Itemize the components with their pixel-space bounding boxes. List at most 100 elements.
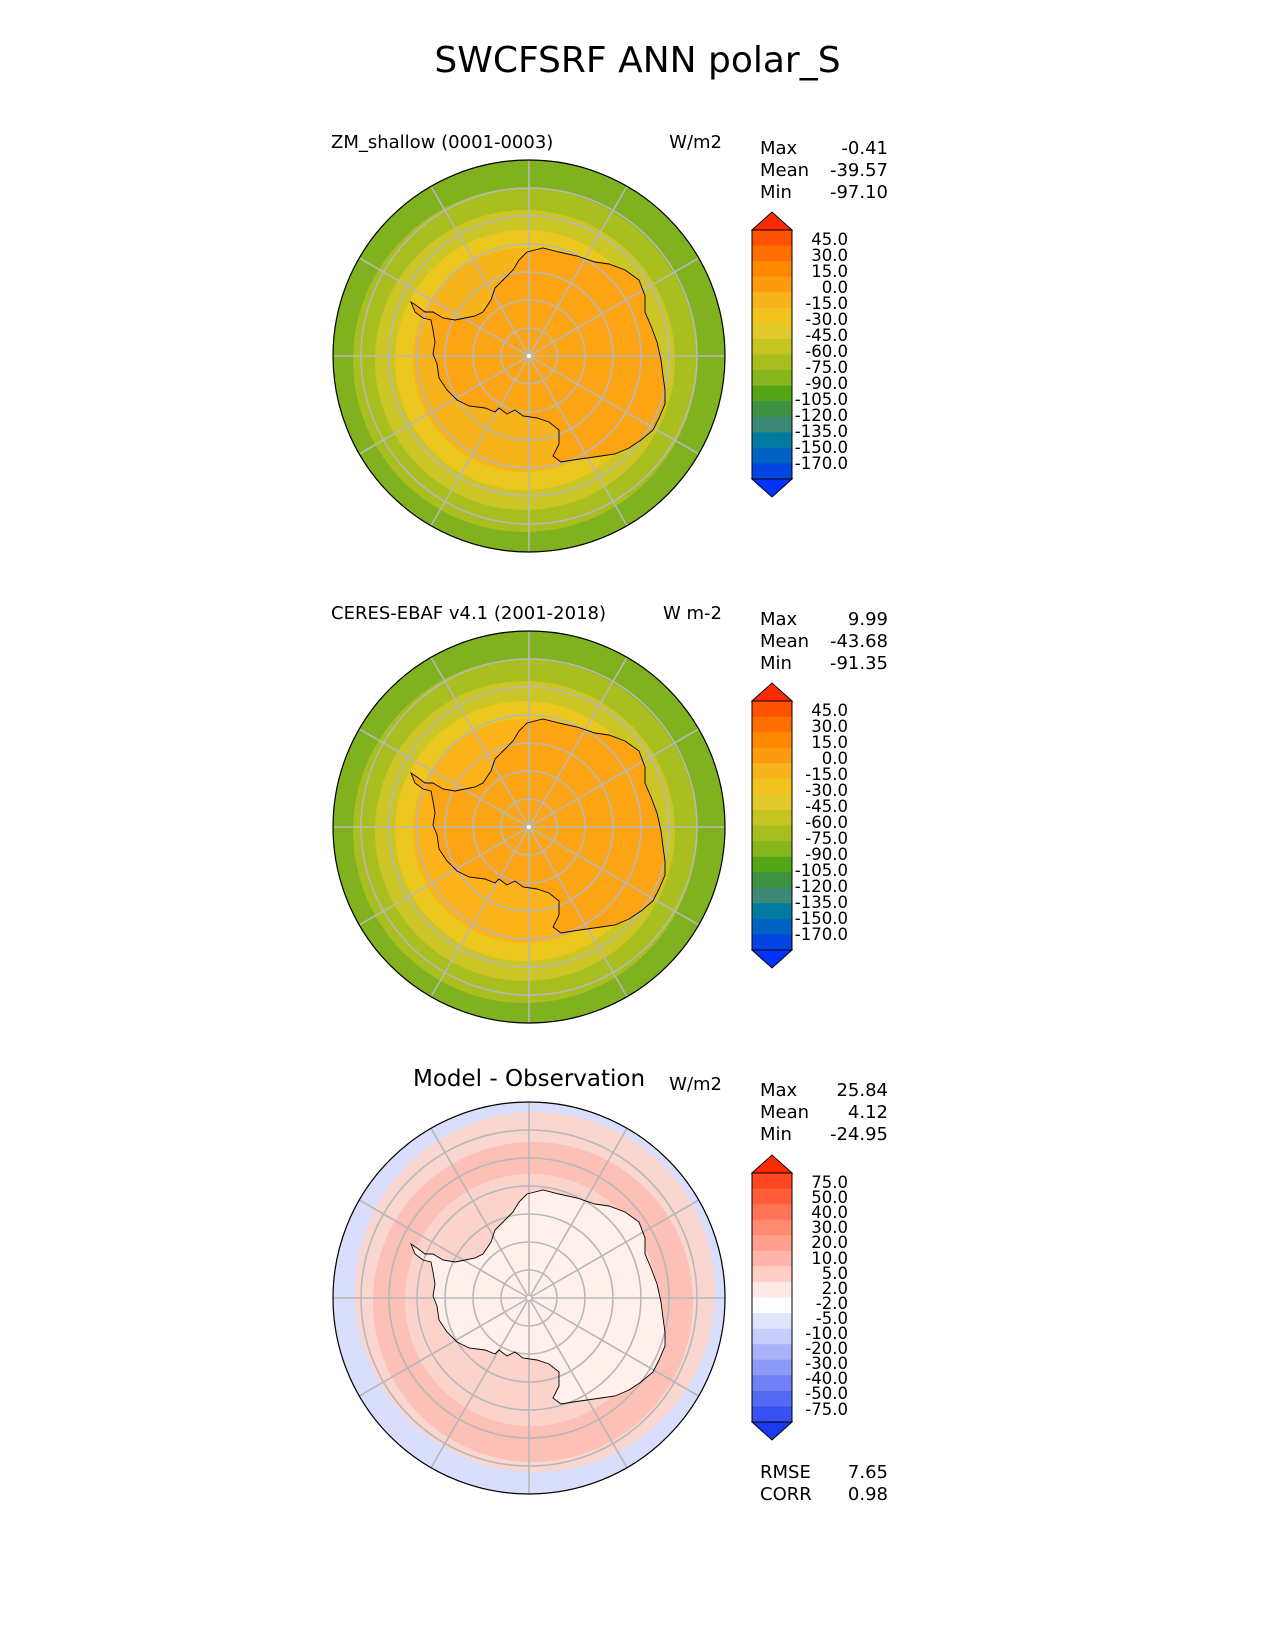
colorbar-frame xyxy=(751,229,793,480)
colorbar-frame xyxy=(751,1172,793,1423)
stat-value: -43.68 xyxy=(829,631,888,652)
antarctica-coastline xyxy=(410,247,666,463)
stat-value: -0.41 xyxy=(841,138,888,159)
colorbar-extend-min xyxy=(750,1421,794,1441)
stat-value: 25.84 xyxy=(836,1080,888,1101)
colorbar-tick-label: 15.0 xyxy=(811,262,848,281)
colorbar-tick-label: 5.0 xyxy=(821,1263,848,1283)
colorbar-tick-label: -90.0 xyxy=(805,374,848,393)
colorbar-tick-label: -10.0 xyxy=(805,1324,848,1343)
stat-label: Mean xyxy=(760,160,810,181)
colorbar-swatch xyxy=(752,1359,792,1376)
colorbar-tick-label: 0.0 xyxy=(821,278,848,297)
colorbar-swatch xyxy=(752,261,792,278)
colorbar-tick-label: -120.0 xyxy=(794,406,848,425)
colorbar-swatch xyxy=(752,934,792,951)
colorbar-swatch xyxy=(752,732,792,749)
panel-1-title: ZM_shallow (0001-0003) xyxy=(331,132,554,153)
colorbar-test xyxy=(750,211,794,498)
colorbar-extend-min xyxy=(750,478,794,498)
stat-label: Min xyxy=(760,653,792,674)
colorbar-swatch xyxy=(752,856,792,873)
colorbar-tick-label: -30.0 xyxy=(805,310,848,329)
colorbar-swatch xyxy=(752,1281,792,1298)
colorbar-swatch xyxy=(752,918,792,935)
stat-label: Min xyxy=(760,182,792,203)
colorbar-swatch xyxy=(752,401,792,418)
colorbar-swatch xyxy=(752,307,792,324)
colorbar-tick-label: -170.0 xyxy=(794,925,848,944)
colorbar-tick-label: 30.0 xyxy=(811,246,848,265)
colorbar-tick-label: -135.0 xyxy=(794,893,848,912)
colorbar-tick-label: -75.0 xyxy=(805,358,848,377)
colorbar-tick-label: -60.0 xyxy=(805,813,848,832)
antarctica-field xyxy=(411,1190,665,1404)
colorbar-tick-label: -150.0 xyxy=(794,909,848,928)
colorbar-extend-max xyxy=(750,1154,794,1174)
stat-value: 4.12 xyxy=(847,1102,888,1123)
colorbar-swatch xyxy=(752,1235,792,1252)
colorbar-swatch xyxy=(752,370,792,387)
colorbar-swatch xyxy=(752,1406,792,1423)
colorbar-swatch xyxy=(752,1204,792,1221)
colorbar-swatch xyxy=(752,230,792,247)
colorbar-tick-label: 2.0 xyxy=(821,1278,848,1298)
colorbar-swatch xyxy=(752,354,792,371)
colorbar-swatch xyxy=(752,1313,792,1330)
colorbar-tick-label: -30.0 xyxy=(805,781,848,800)
colorbar-swatch xyxy=(752,903,792,920)
panel-2-title: CERES-EBAF v4.1 (2001-2018) xyxy=(331,603,607,624)
colorbar-tick-label: 50.0 xyxy=(811,1188,848,1208)
colorbar-tick-label: 15.0 xyxy=(811,733,848,752)
stat-label: Max xyxy=(760,138,798,159)
colorbar-tick-label: -2.0 xyxy=(815,1293,848,1313)
colorbar-tick-label: 20.0 xyxy=(811,1233,848,1253)
colorbar-tick-label: -45.0 xyxy=(805,326,848,345)
polar-map-test xyxy=(332,159,726,553)
colorbar-extend-max xyxy=(750,211,794,231)
colorbar-swatch xyxy=(752,794,792,811)
metric-label: RMSE xyxy=(760,1462,811,1483)
metric-value: 7.65 xyxy=(847,1462,888,1483)
colorbar-tick-label: 40.0 xyxy=(811,1203,848,1223)
colorbar-tick-label: -60.0 xyxy=(805,342,848,361)
colorbar-tick-label: -20.0 xyxy=(805,1339,848,1359)
south-pole-marker xyxy=(527,825,531,829)
colorbar-swatch xyxy=(752,447,792,464)
polar-map-difference xyxy=(332,1101,726,1495)
panel-1-stats: Max -0.41 Mean -39.57 Min -97.10 xyxy=(760,138,888,204)
colorbar-swatch xyxy=(752,841,792,858)
colorbar-tick-label: -50.0 xyxy=(805,1384,848,1404)
stat-value: -24.95 xyxy=(829,1124,888,1145)
colorbar-tick-label: -15.0 xyxy=(805,294,848,313)
colorbar-tick-label: -135.0 xyxy=(794,422,848,441)
panel-3-stats: Max 25.84 Mean 4.12 Min -24.95 xyxy=(760,1080,888,1146)
colorbar-tick-label: -120.0 xyxy=(794,877,848,896)
stat-value: -91.35 xyxy=(829,653,888,674)
map-boundary xyxy=(332,1101,726,1495)
colorbar-tick-label: -105.0 xyxy=(794,861,848,880)
colorbar-tick-label: -45.0 xyxy=(805,797,848,816)
colorbar-swatch xyxy=(752,778,792,795)
colorbar-swatch xyxy=(752,701,792,718)
colorbar-swatch xyxy=(752,825,792,842)
colorbar-swatch xyxy=(752,1188,792,1205)
colorbar-tick-label: -150.0 xyxy=(794,438,848,457)
colorbar-swatch xyxy=(752,1297,792,1314)
colorbar-difference xyxy=(750,1154,794,1441)
metric-value: 0.98 xyxy=(847,1484,888,1505)
polar-map-reference xyxy=(332,630,726,1024)
colorbar-swatch xyxy=(752,887,792,904)
colorbar-extend-max xyxy=(750,682,794,702)
colorbar-tick-label: -90.0 xyxy=(805,845,848,864)
colorbar-tick-label: 10.0 xyxy=(811,1248,848,1268)
stat-label: Min xyxy=(760,1124,792,1145)
colorbar-swatch xyxy=(752,416,792,433)
colorbar-frame xyxy=(751,700,793,951)
antarctica-field xyxy=(411,248,665,462)
colorbar-extend-min xyxy=(750,949,794,969)
colorbar-swatch xyxy=(752,809,792,826)
colorbar-swatch xyxy=(752,323,792,340)
colorbar-tick-label: -5.0 xyxy=(815,1308,848,1328)
colorbar-tick-label: 30.0 xyxy=(811,1218,848,1238)
